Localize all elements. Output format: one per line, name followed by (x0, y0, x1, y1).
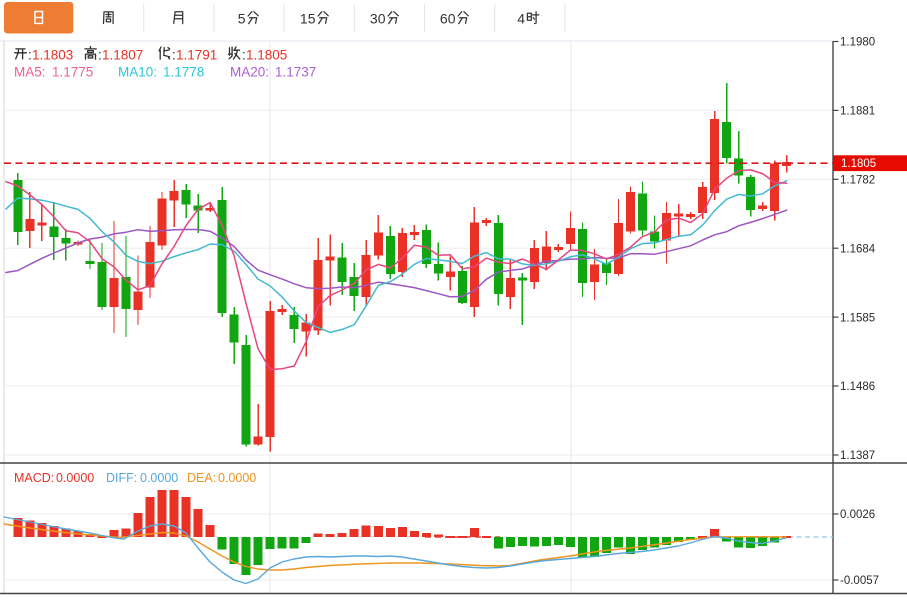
svg-text:1.1805: 1.1805 (841, 158, 876, 170)
svg-text:1.1881: 1.1881 (840, 106, 875, 118)
svg-text:0.0000: 0.0000 (56, 471, 94, 485)
svg-text:DEA:: DEA: (187, 471, 216, 485)
svg-text:60: 60 (440, 11, 456, 27)
svg-text:1.1791: 1.1791 (176, 48, 217, 63)
svg-text:1.1980: 1.1980 (840, 37, 875, 49)
svg-text:1.1807: 1.1807 (102, 48, 143, 63)
svg-text:30: 30 (370, 11, 386, 27)
svg-text:0.0000: 0.0000 (140, 471, 178, 485)
svg-text:MA5:: MA5: (14, 65, 46, 80)
svg-text:1.1684: 1.1684 (840, 243, 876, 255)
svg-text:1.1775: 1.1775 (52, 65, 93, 80)
svg-text:0.0000: 0.0000 (218, 471, 256, 485)
svg-text:DIFF:: DIFF: (106, 471, 137, 485)
svg-text:1.1782: 1.1782 (840, 175, 875, 187)
svg-text:MA20:: MA20: (230, 65, 269, 80)
svg-text:1.1778: 1.1778 (163, 65, 204, 80)
svg-text:MACD:: MACD: (14, 471, 54, 485)
svg-text:1.1585: 1.1585 (840, 312, 875, 324)
svg-text:1.1803: 1.1803 (32, 48, 73, 63)
svg-text:5: 5 (238, 11, 246, 27)
svg-text:15: 15 (300, 11, 316, 27)
svg-text:MA10:: MA10: (118, 65, 157, 80)
svg-text:1.1486: 1.1486 (840, 381, 875, 393)
svg-text:1.1387: 1.1387 (840, 450, 875, 462)
svg-text:0.0026: 0.0026 (840, 509, 875, 521)
svg-text:-0.0057: -0.0057 (840, 575, 879, 587)
svg-text:1.1805: 1.1805 (246, 48, 287, 63)
svg-text:1.1737: 1.1737 (275, 65, 316, 80)
svg-text:4: 4 (517, 11, 525, 27)
